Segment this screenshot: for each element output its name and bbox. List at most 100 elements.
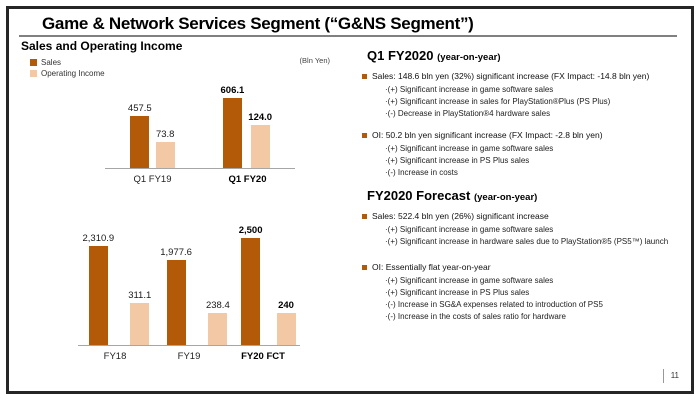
slide-title: Game & Network Services Segment (“G&NS S… (42, 14, 474, 33)
sub-bullet: ·(-) Increase in SG&A expenses related t… (385, 300, 603, 309)
bar-column: 238.4 (206, 300, 230, 345)
title-underline (19, 35, 677, 37)
bar-group-q1-fy19: 457.5 73.8 (127, 102, 175, 168)
bar-group-fy20-fct: 2,500 240 (239, 225, 296, 345)
bar-column: 457.5 (127, 102, 152, 168)
category-label-fy18: FY18 (103, 351, 127, 362)
value-label-operating-income-fy19: 238.4 (205, 300, 230, 312)
sub-bullet: ·(+) Significant increase in game softwa… (385, 276, 554, 285)
bullet-q1-oi: OI: 50.2 bln yen significant increase (F… (362, 130, 685, 141)
bar-operating-income-fy19 (208, 313, 228, 345)
bar-column: 124.0 (248, 112, 272, 168)
annual-bar-chart: 2,310.9 311.1 1,977.6 238.4 2,500 240 FY18 FY19… (78, 225, 300, 362)
sub-bullet-list: ·(+) Significant increase in game softwa… (358, 143, 685, 179)
page-number-value: 11 (670, 371, 679, 380)
bar-group-q1-fy20: 606.1 124.0 (220, 85, 272, 168)
bullet-text: Sales: 522.4 bln yen (26%) significant i… (372, 211, 549, 221)
value-label-sales-fy18: 2,310.9 (82, 233, 115, 245)
sub-bullet: ·(+) Significant increase in game softwa… (385, 85, 554, 94)
bullet-block-fct-oi: OI: Essentially flat year-on-year ·(+) S… (358, 262, 685, 323)
bar-operating-income-fy18 (130, 303, 150, 345)
legend-label: Sales (41, 58, 62, 67)
heading-suffix: (year-on-year) (437, 52, 501, 63)
sub-bullet: ·(+) Significant increase in PS Plus sal… (385, 156, 530, 165)
bar-sales-fy20-fct (241, 238, 261, 345)
sub-bullet: ·(+) Significant increase in game softwa… (385, 144, 554, 153)
bar-column: 240 (276, 299, 296, 345)
slide-frame: Game & Network Services Segment (“G&NS S… (6, 6, 694, 394)
bullet-square-icon (362, 265, 367, 270)
bar-sales-q1-fy20 (222, 98, 242, 168)
legend-item-operating-income: Operating Income (30, 68, 354, 79)
bar-sales-fy19 (166, 260, 186, 345)
quarterly-bar-chart: 457.5 73.8 606.1 124.0 Q1 FY19 Q1 FY20 (105, 85, 295, 185)
bar-column: 311.1 (128, 290, 151, 345)
chart-section-title: Sales and Operating Income (21, 39, 183, 53)
bar-operating-income-q1-fy19 (155, 142, 175, 168)
value-label-sales-fy20-fct: 2,500 (238, 225, 263, 236)
sub-bullet: ·(+) Significant increase in PS Plus sal… (385, 288, 530, 297)
value-label-operating-income-q1-fy20: 124.0 (248, 111, 273, 123)
category-label-fy19: FY19 (177, 351, 201, 362)
bullet-square-icon (362, 214, 367, 219)
bullet-fct-oi: OI: Essentially flat year-on-year (362, 262, 685, 273)
bar-operating-income-q1-fy20 (250, 124, 270, 168)
value-label-operating-income-q1-fy19: 73.8 (155, 129, 175, 141)
heading-text: FY2020 Forecast (367, 188, 471, 203)
bar-column: 1,977.6 (160, 247, 192, 345)
legend-item-sales: Sales (30, 57, 354, 68)
bullet-text: OI: 50.2 bln yen significant increase (F… (372, 130, 603, 140)
bar-column: 2,310.9 (82, 233, 114, 345)
value-label-operating-income-fy18: 311.1 (128, 290, 152, 302)
sub-bullet: ·(-) Increase in costs (385, 168, 458, 177)
chart-legend: Sales Operating Income (30, 57, 354, 79)
heading-suffix: (year-on-year) (473, 192, 538, 203)
bullet-block-q1-sales: Sales: 148.6 bln yen (32%) significant i… (358, 71, 685, 120)
category-label-q1-fy20: Q1 FY20 (228, 174, 267, 185)
chart-column: Sales and Operating Income (Bln Yen) Sal… (21, 39, 354, 387)
value-label-sales-q1-fy20: 606.1 (220, 85, 245, 97)
value-label-sales-q1-fy19: 457.5 (127, 102, 152, 114)
bullet-block-q1-oi: OI: 50.2 bln yen significant increase (F… (358, 130, 685, 179)
bullet-q1-sales: Sales: 148.6 bln yen (32%) significant i… (362, 71, 685, 82)
category-axis: FY18 FY19 FY20 FCT (78, 346, 300, 362)
bar-sales-fy18 (88, 246, 108, 345)
value-label-sales-fy19: 1,977.6 (160, 247, 192, 259)
category-axis: Q1 FY19 Q1 FY20 (105, 169, 295, 185)
unit-label: (Bln Yen) (299, 56, 330, 65)
bullet-block-fct-sales: Sales: 522.4 bln yen (26%) significant i… (358, 211, 685, 248)
bar-group-fy18: 2,310.9 311.1 (82, 233, 151, 345)
bullet-square-icon (362, 133, 367, 138)
commentary-column: Q1 FY2020 (year-on-year) Sales: 148.6 bl… (358, 39, 685, 333)
category-label-fy20-fct: FY20 FCT (241, 351, 285, 362)
sub-bullet: ·(+) Significant increase in sales for P… (385, 97, 611, 106)
sales-swatch-icon (30, 59, 37, 66)
legend-label: Operating Income (41, 69, 105, 78)
bullet-fct-sales: Sales: 522.4 bln yen (26%) significant i… (362, 211, 685, 222)
bar-group-fy19: 1,977.6 238.4 (160, 247, 230, 345)
title-bar: Game & Network Services Segment (“G&NS S… (9, 9, 691, 37)
bar-sales-q1-fy19 (130, 115, 150, 168)
value-label-operating-income-fy20-fct: 240 (278, 299, 294, 311)
sub-bullet: ·(-) Increase in the costs of sales rati… (385, 312, 566, 321)
sub-bullet-list: ·(+) Significant increase in game softwa… (358, 224, 685, 248)
sub-bullet-list: ·(+) Significant increase in game softwa… (358, 84, 685, 120)
operating-income-swatch-icon (30, 70, 37, 77)
bullet-text: Sales: 148.6 bln yen (32%) significant i… (372, 71, 650, 81)
plot-area: 2,310.9 311.1 1,977.6 238.4 2,500 240 (78, 225, 300, 346)
section-heading-forecast: FY2020 Forecast (year-on-year) (367, 189, 685, 205)
section-heading-q1: Q1 FY2020 (year-on-year) (367, 49, 685, 65)
bullet-text: OI: Essentially flat year-on-year (372, 262, 491, 272)
bar-column: 606.1 (220, 85, 245, 168)
plot-area: 457.5 73.8 606.1 124.0 (105, 85, 295, 169)
bullet-square-icon (362, 74, 367, 79)
category-label-q1-fy19: Q1 FY19 (133, 174, 172, 185)
bar-column: 2,500 (239, 225, 263, 345)
page-number: 11 (662, 369, 679, 383)
bar-operating-income-fy20-fct (276, 312, 296, 345)
sub-bullet: ·(-) Decrease in PlayStation®4 hardware … (385, 109, 551, 118)
bar-column: 73.8 (155, 129, 175, 168)
sub-bullet: ·(+) Significant increase in game softwa… (385, 225, 554, 234)
sub-bullet: ·(+) Significant increase in hardware sa… (385, 237, 669, 246)
heading-text: Q1 FY2020 (367, 48, 434, 63)
